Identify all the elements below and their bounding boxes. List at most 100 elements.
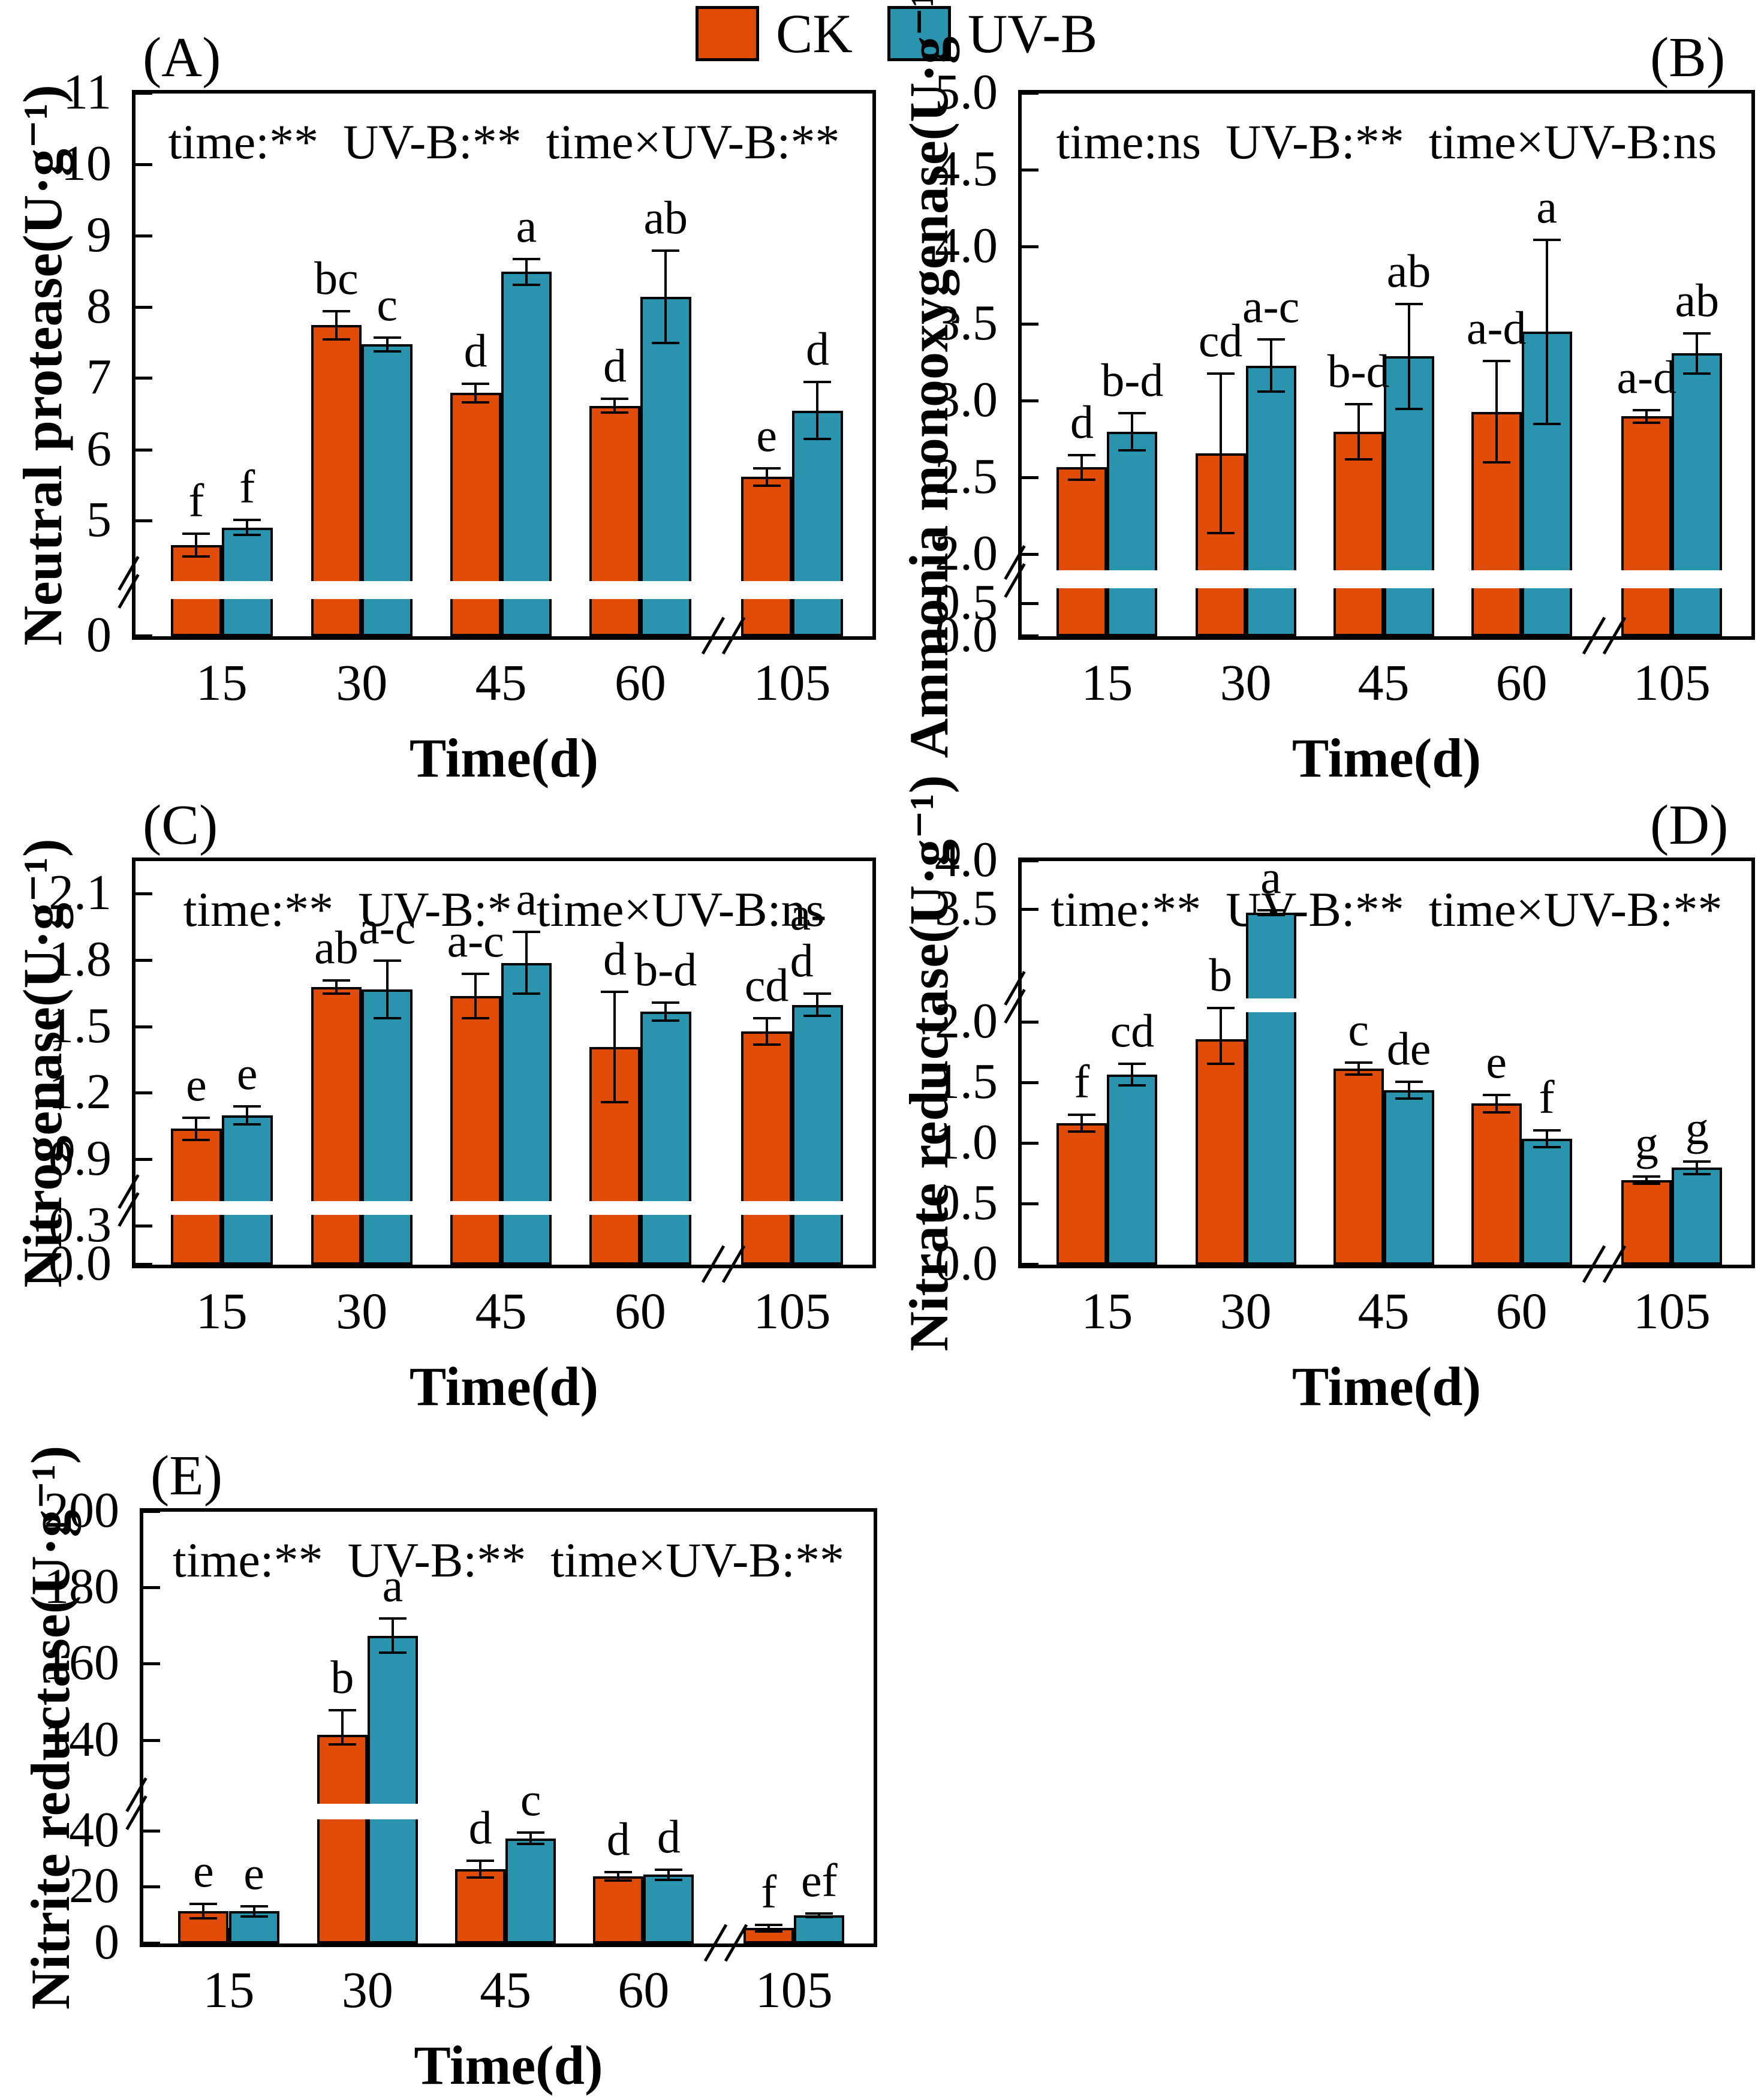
bar-UV-B-105d (792, 410, 843, 636)
error-bar-cap-bottom (1395, 1097, 1423, 1100)
bar-CK-105d (741, 1031, 793, 1265)
y-tick-mark (1022, 245, 1038, 249)
error-bar-line (613, 398, 616, 413)
error-bar-line (1131, 1063, 1134, 1086)
error-bar-cap-top (1118, 412, 1146, 415)
error-bar-line (1357, 1062, 1360, 1075)
sig-letter: f (1074, 1055, 1090, 1108)
x-axis-title-A: Time(d) (409, 727, 599, 789)
sig-letter: a (516, 873, 537, 925)
sig-letter: g (1634, 1117, 1658, 1169)
bar-CK-60d (593, 1876, 644, 1943)
error-bar-cap-top (233, 518, 261, 521)
error-bar-line (816, 382, 819, 440)
error-bar-line (1080, 1114, 1083, 1132)
plot-area-D: time:** UV-B:** time×UV-B:** f b c e g cd a de f g… (935, 835, 1755, 1417)
error-bar-cap-top (182, 532, 210, 535)
error-bar-cap-bottom (233, 1123, 261, 1126)
error-bar-cap-top (512, 257, 540, 260)
sig-letter: a (1260, 850, 1281, 903)
y-tick-mark (136, 92, 152, 95)
sig-letter: a-d (790, 887, 827, 987)
sig-letter: f (188, 474, 204, 527)
bar-UV-B-30d (1245, 365, 1296, 636)
y-tick-mark (136, 1091, 152, 1095)
y-tick-label: 1.2 (49, 1064, 112, 1120)
y-axis-break-band (143, 1804, 874, 1819)
error-bar-cap-bottom (755, 1930, 783, 1933)
error-bar-line (525, 932, 528, 994)
error-bar-line (386, 961, 389, 1018)
bar-UV-B-60d (640, 296, 691, 636)
sig-letter: b-d (1101, 354, 1164, 407)
error-bar-cap-top (652, 249, 680, 252)
error-bar-line (664, 250, 667, 343)
sig-letter: ef (800, 1854, 838, 1907)
error-bar-line (1080, 455, 1083, 480)
x-axis-title-C: Time(d) (409, 1356, 599, 1417)
sig-letter: ab (314, 921, 359, 974)
sig-letter: cd (1110, 1004, 1155, 1057)
plot-area-B: time:ns UV-B:** time×UV-B:ns d cd b-d a-d a-d… (935, 67, 1755, 789)
y-tick-label: 5.0 (935, 64, 998, 120)
error-bar-line (816, 994, 819, 1016)
uvb-color-swatch (887, 6, 951, 61)
error-bar-line (1131, 413, 1134, 450)
error-bar-line (195, 1117, 198, 1140)
x-tick-label: 105 (753, 1282, 831, 1340)
sig-letter: b (1209, 948, 1233, 1001)
x-tick-label: 105 (753, 654, 831, 711)
error-bar-cap-top (752, 1016, 781, 1019)
error-bar-cap-bottom (1118, 449, 1146, 452)
error-bar-line (667, 1869, 670, 1880)
error-bar-cap-top (240, 1905, 268, 1908)
legend: CK UV-B (696, 6, 1097, 61)
error-bar-cap-bottom (1633, 421, 1661, 424)
legend-label-uvb: UV-B (967, 3, 1098, 64)
error-bar-cap-top (462, 382, 490, 385)
sig-letter: ab (1675, 274, 1720, 327)
error-bar-cap-bottom (1533, 1146, 1561, 1149)
error-bar-line (1696, 333, 1699, 374)
sig-letter: d (603, 339, 627, 392)
error-bar-cap-bottom (1683, 372, 1711, 375)
bar-CK-105d (1621, 1180, 1672, 1265)
error-bar-cap-bottom (1344, 458, 1372, 461)
error-bar-cap-bottom (752, 484, 781, 487)
error-bar-cap-bottom (1118, 1084, 1146, 1087)
y-tick-label: 0.0 (935, 1235, 998, 1291)
error-bar-line (1545, 1130, 1548, 1148)
y-tick-label: 1.5 (935, 1054, 998, 1110)
error-bar-cap-bottom (1395, 407, 1423, 410)
error-bar-cap-bottom (1206, 1062, 1235, 1065)
y-tick-label: 7 (86, 349, 112, 405)
legend-label-ck: CK (776, 3, 853, 64)
bar-CK-45d (1333, 1068, 1384, 1265)
bar-UV-B-45d (501, 272, 552, 636)
sig-letter: a-c (447, 914, 504, 967)
bar-CK-15d (170, 1129, 222, 1265)
error-bar-cap-top (1257, 338, 1285, 341)
x-tick-label: 30 (341, 1961, 393, 2018)
bar-UV-B-30d (362, 989, 413, 1265)
plot-area-C: time:** UV-B:* time×UV-B:ns e ab a-c d cd e a-c… (49, 858, 876, 1417)
error-bar-cap-bottom (652, 342, 680, 344)
bar-CK-45d (1333, 432, 1384, 636)
x-tick-label: 60 (1495, 654, 1548, 711)
error-bar-cap-top (1533, 1129, 1561, 1132)
error-bar-cap-top (512, 931, 540, 934)
error-bar-line (341, 1710, 344, 1745)
error-bar-cap-bottom (328, 1743, 356, 1746)
error-bar-cap-top (322, 309, 350, 312)
error-bar-line (529, 1833, 532, 1844)
y-tick-mark (1022, 1021, 1038, 1024)
ck-color-swatch (696, 6, 759, 61)
error-bar-cap-bottom (512, 992, 540, 995)
error-bar-cap-top (466, 1859, 495, 1862)
error-bar-line (386, 337, 389, 352)
x-tick-label: 30 (336, 1282, 388, 1340)
sig-letter: c (377, 278, 398, 330)
x-axis-title-D: Time(d) (1292, 1356, 1482, 1417)
error-bar-cap-bottom (601, 411, 629, 414)
